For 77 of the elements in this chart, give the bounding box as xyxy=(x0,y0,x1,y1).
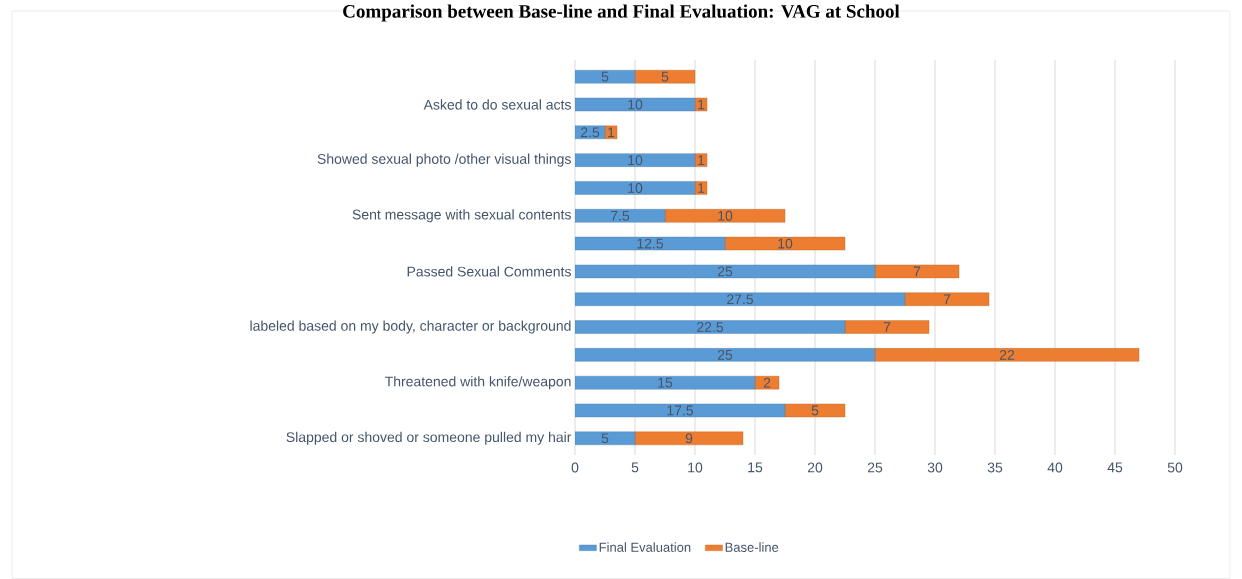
data-label: 7.5 xyxy=(611,210,630,221)
x-tick-label: 35 xyxy=(987,462,1003,473)
bar xyxy=(575,125,606,140)
legend-label: Base-line xyxy=(725,542,779,552)
bar xyxy=(575,97,696,112)
bar xyxy=(575,181,696,195)
bar xyxy=(575,153,696,167)
data-label: 10 xyxy=(628,155,643,166)
data-label: 1 xyxy=(698,183,705,193)
bar xyxy=(904,292,990,306)
data-label: 10 xyxy=(628,182,643,193)
bar xyxy=(874,348,1140,362)
data-label: 10 xyxy=(718,210,733,221)
bar xyxy=(575,69,636,84)
data-label: 5 xyxy=(601,433,609,444)
data-label: 22 xyxy=(999,349,1015,360)
x-tick-label: 0 xyxy=(571,462,579,473)
x-tick-label: 25 xyxy=(867,462,883,473)
data-label: 27.5 xyxy=(727,294,754,305)
data-label: 10 xyxy=(628,99,643,110)
x-tick-label: 10 xyxy=(688,462,703,473)
data-label: 15 xyxy=(658,377,673,388)
x-tick-label: 30 xyxy=(927,462,943,473)
data-label: 5 xyxy=(601,71,609,82)
y-tick-label: Sent message with sexual contents xyxy=(352,209,571,223)
data-label: 7 xyxy=(913,266,921,277)
data-label: 10 xyxy=(778,238,793,249)
bar xyxy=(634,69,696,84)
data-label: 22.5 xyxy=(697,322,724,333)
bar xyxy=(694,153,708,167)
y-tick-label: Slapped or shoved or someone pulled my hair xyxy=(286,431,572,445)
data-label: 7 xyxy=(883,322,891,332)
data-label: 17.5 xyxy=(667,405,694,416)
bar xyxy=(575,375,756,390)
data-label: 9 xyxy=(685,433,693,444)
data-label: 2 xyxy=(763,377,771,388)
x-tick-label: 50 xyxy=(1167,462,1183,473)
bar xyxy=(724,236,846,251)
data-label: 12.5 xyxy=(637,238,664,249)
y-tick-label: labeled based on my body, character or background xyxy=(250,320,571,334)
bar xyxy=(575,320,846,334)
data-label: 7 xyxy=(943,294,951,305)
x-tick-label: 45 xyxy=(1107,462,1123,473)
bar xyxy=(604,125,618,140)
bar xyxy=(664,209,786,223)
bar xyxy=(575,403,786,418)
bar xyxy=(575,431,636,446)
data-label: 25 xyxy=(717,266,733,277)
data-label: 1 xyxy=(698,155,705,165)
y-tick-label: Threatened with knife/weapon xyxy=(385,376,571,390)
chart-title: Comparison between Base-line and Final Evaluation: VAG at School xyxy=(343,4,900,22)
data-label: 5 xyxy=(661,71,669,82)
data-label: 2.5 xyxy=(580,127,600,138)
bar xyxy=(575,292,906,306)
data-label: 5 xyxy=(811,405,819,416)
bar xyxy=(634,431,744,446)
data-label: 25 xyxy=(717,349,733,360)
bar xyxy=(784,403,846,418)
y-tick-label: Passed Sexual Comments xyxy=(407,266,571,277)
bar xyxy=(575,236,726,251)
data-label: 1 xyxy=(698,99,705,110)
data-label: 1 xyxy=(608,127,615,138)
x-tick-label: 15 xyxy=(748,462,763,473)
bar xyxy=(575,264,876,279)
bar xyxy=(575,348,876,362)
x-tick-label: 20 xyxy=(807,462,823,473)
bar xyxy=(694,181,708,195)
y-tick-label: Showed sexual photo /other visual things xyxy=(317,153,571,167)
x-tick-label: 5 xyxy=(631,462,639,473)
legend-label: Final Evaluation xyxy=(599,542,691,552)
y-tick-label: Asked to do sexual acts xyxy=(423,99,571,110)
bar xyxy=(754,375,780,390)
bar xyxy=(874,264,960,279)
bar xyxy=(844,320,930,334)
bar xyxy=(694,97,708,112)
bar xyxy=(575,209,666,223)
x-tick-label: 40 xyxy=(1047,462,1063,473)
